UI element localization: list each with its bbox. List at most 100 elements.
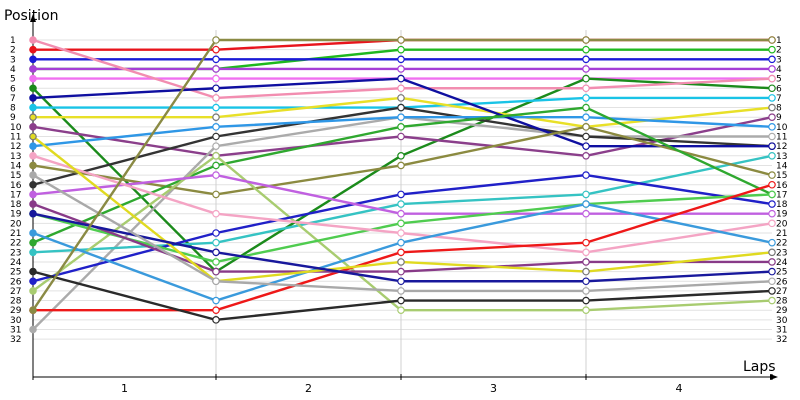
data-point	[212, 65, 220, 73]
data-point	[29, 200, 37, 208]
data-point	[29, 94, 37, 102]
data-point	[397, 152, 405, 160]
y-tick-label: 26	[10, 277, 22, 287]
series-4	[29, 65, 776, 73]
data-point	[29, 123, 37, 131]
y-tick-label: 7	[10, 94, 16, 104]
data-point	[582, 152, 590, 160]
data-point	[212, 113, 220, 122]
data-point	[768, 200, 776, 208]
data-point	[582, 238, 590, 247]
data-point	[582, 36, 590, 44]
data-point	[582, 65, 590, 73]
data-point	[397, 258, 405, 266]
data-point	[582, 258, 590, 266]
data-point	[768, 123, 776, 131]
y-tick-label: 24	[10, 258, 22, 268]
data-point	[212, 161, 220, 170]
y-tick-label: 15	[776, 171, 787, 181]
data-point	[582, 200, 590, 208]
series-16	[29, 123, 776, 199]
y-tick-label: 18	[10, 200, 22, 210]
data-point	[29, 306, 37, 315]
data-point	[212, 306, 220, 315]
y-tick-label: 12	[10, 142, 21, 152]
data-point	[212, 123, 220, 131]
data-point	[397, 45, 405, 54]
data-point	[29, 190, 37, 199]
y-axis-arrow-icon	[30, 14, 36, 22]
series-3	[29, 55, 776, 64]
y-tick-label: 12	[776, 142, 787, 152]
y-tick-label: 20	[10, 219, 22, 229]
data-point	[582, 277, 590, 286]
y-tick-label: 27	[10, 287, 21, 297]
y-tick-label: 30	[776, 316, 788, 326]
data-point	[582, 123, 590, 131]
data-point	[768, 190, 776, 199]
data-point	[212, 209, 220, 218]
x-tick-label: 1	[121, 382, 128, 395]
y-tick-label: 8	[10, 104, 16, 114]
data-point	[582, 171, 590, 179]
data-point	[582, 103, 590, 112]
data-point	[768, 287, 776, 295]
data-point	[212, 190, 220, 199]
y-tick-label: 16	[776, 181, 788, 191]
data-point	[768, 248, 776, 257]
data-point	[768, 103, 776, 112]
data-point	[768, 65, 776, 73]
series-14	[29, 74, 776, 150]
data-point	[768, 55, 776, 64]
series-6	[29, 74, 776, 276]
data-point	[212, 296, 220, 305]
y-tick-label: 32	[10, 335, 21, 345]
y-tick-label: 30	[10, 316, 22, 326]
data-point	[397, 219, 405, 228]
y-tick-label: 32	[776, 335, 787, 345]
x-tick-label: 4	[676, 382, 683, 395]
data-point	[397, 287, 405, 295]
data-point	[29, 84, 37, 93]
data-point	[29, 229, 37, 237]
data-point	[582, 267, 590, 276]
y-tick-label: 5	[776, 75, 782, 85]
data-point	[212, 152, 220, 160]
data-point	[768, 132, 776, 141]
x-axis-title: Laps	[743, 359, 776, 375]
y-ticks-left: 1234567891011121314151617181920212223242…	[10, 36, 22, 345]
data-point	[397, 113, 405, 122]
y-tick-label: 24	[776, 258, 788, 268]
y-tick-label: 26	[776, 277, 788, 287]
data-point	[29, 132, 37, 141]
y-tick-label: 2	[10, 46, 16, 56]
series-28	[29, 171, 776, 295]
data-point	[29, 180, 37, 189]
y-tick-label: 17	[776, 190, 787, 200]
y-tick-label: 6	[776, 84, 782, 94]
data-point	[397, 103, 405, 112]
y-tick-label: 9	[776, 113, 782, 123]
data-point	[768, 94, 776, 102]
data-point	[397, 238, 405, 247]
y-tick-label: 11	[10, 133, 21, 143]
y-tick-label: 10	[10, 123, 22, 133]
series-30	[29, 36, 776, 315]
series-18	[29, 152, 776, 315]
data-point	[397, 277, 405, 286]
data-point	[397, 296, 405, 305]
data-point	[768, 45, 776, 54]
x-tick-label: 2	[305, 382, 312, 395]
series-19	[29, 171, 776, 286]
data-point	[582, 209, 590, 218]
y-tick-label: 19	[776, 210, 788, 220]
data-point	[397, 123, 405, 131]
data-point	[397, 84, 405, 93]
data-point	[768, 296, 776, 305]
data-point	[29, 325, 37, 334]
data-point	[582, 55, 590, 64]
data-point	[212, 142, 220, 150]
data-point	[212, 132, 220, 141]
data-point	[582, 74, 590, 83]
data-point	[582, 248, 590, 257]
